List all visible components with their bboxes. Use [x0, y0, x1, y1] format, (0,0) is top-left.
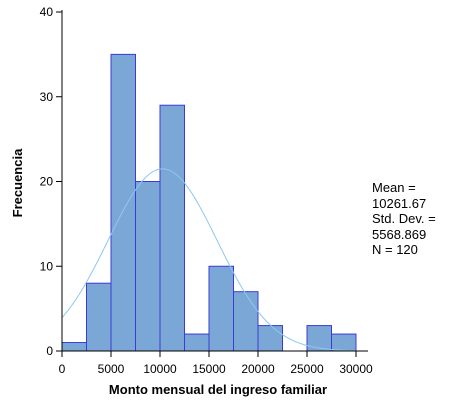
y-axis-title: Frecuencia	[10, 148, 25, 217]
y-tick-label: 10	[40, 259, 54, 273]
x-tick-label: 15000	[192, 362, 226, 376]
histogram-bar	[159, 104, 185, 352]
histogram-bar	[257, 325, 283, 352]
std-dev-value: 5568.869	[372, 226, 427, 242]
histogram-bar	[86, 282, 112, 352]
histogram-bars	[61, 53, 357, 352]
y-tick-label: 0	[46, 344, 53, 358]
x-tick-label: 30000	[339, 362, 373, 376]
histogram-bar	[208, 265, 234, 352]
histogram-bar	[306, 325, 332, 352]
x-tick-label: 20000	[241, 362, 275, 376]
std-dev-label: Std. Dev. =	[372, 211, 436, 226]
x-tick-label: 25000	[290, 362, 324, 376]
histogram-bar	[135, 181, 161, 352]
n-label: N = 120	[372, 242, 418, 257]
x-tick-label: 5000	[98, 362, 125, 376]
normal-curve	[61, 168, 357, 352]
mean-value: 10261.67	[372, 195, 427, 211]
ticks: 0 10 20 30 40 0 5000 10000 15000 20000 25000 30000	[40, 5, 373, 376]
y-tick-label: 40	[40, 5, 54, 19]
mean-label: Mean =	[372, 180, 416, 195]
histogram-bar	[61, 342, 87, 352]
histogram-bar	[233, 291, 259, 352]
statistics-box: Mean = 10261.67 Std. Dev. = 5568.869 N =…	[372, 180, 436, 258]
x-axis-title: Monto mensual del ingreso familiar	[109, 382, 327, 397]
histogram-bar	[110, 53, 136, 352]
x-tick-label: 0	[59, 362, 66, 376]
histogram-bar	[184, 333, 210, 352]
y-tick-label: 30	[40, 90, 54, 104]
x-tick-label: 10000	[143, 362, 177, 376]
axes	[61, 10, 368, 352]
y-tick-label: 20	[40, 175, 54, 189]
histogram-bar	[331, 333, 357, 352]
